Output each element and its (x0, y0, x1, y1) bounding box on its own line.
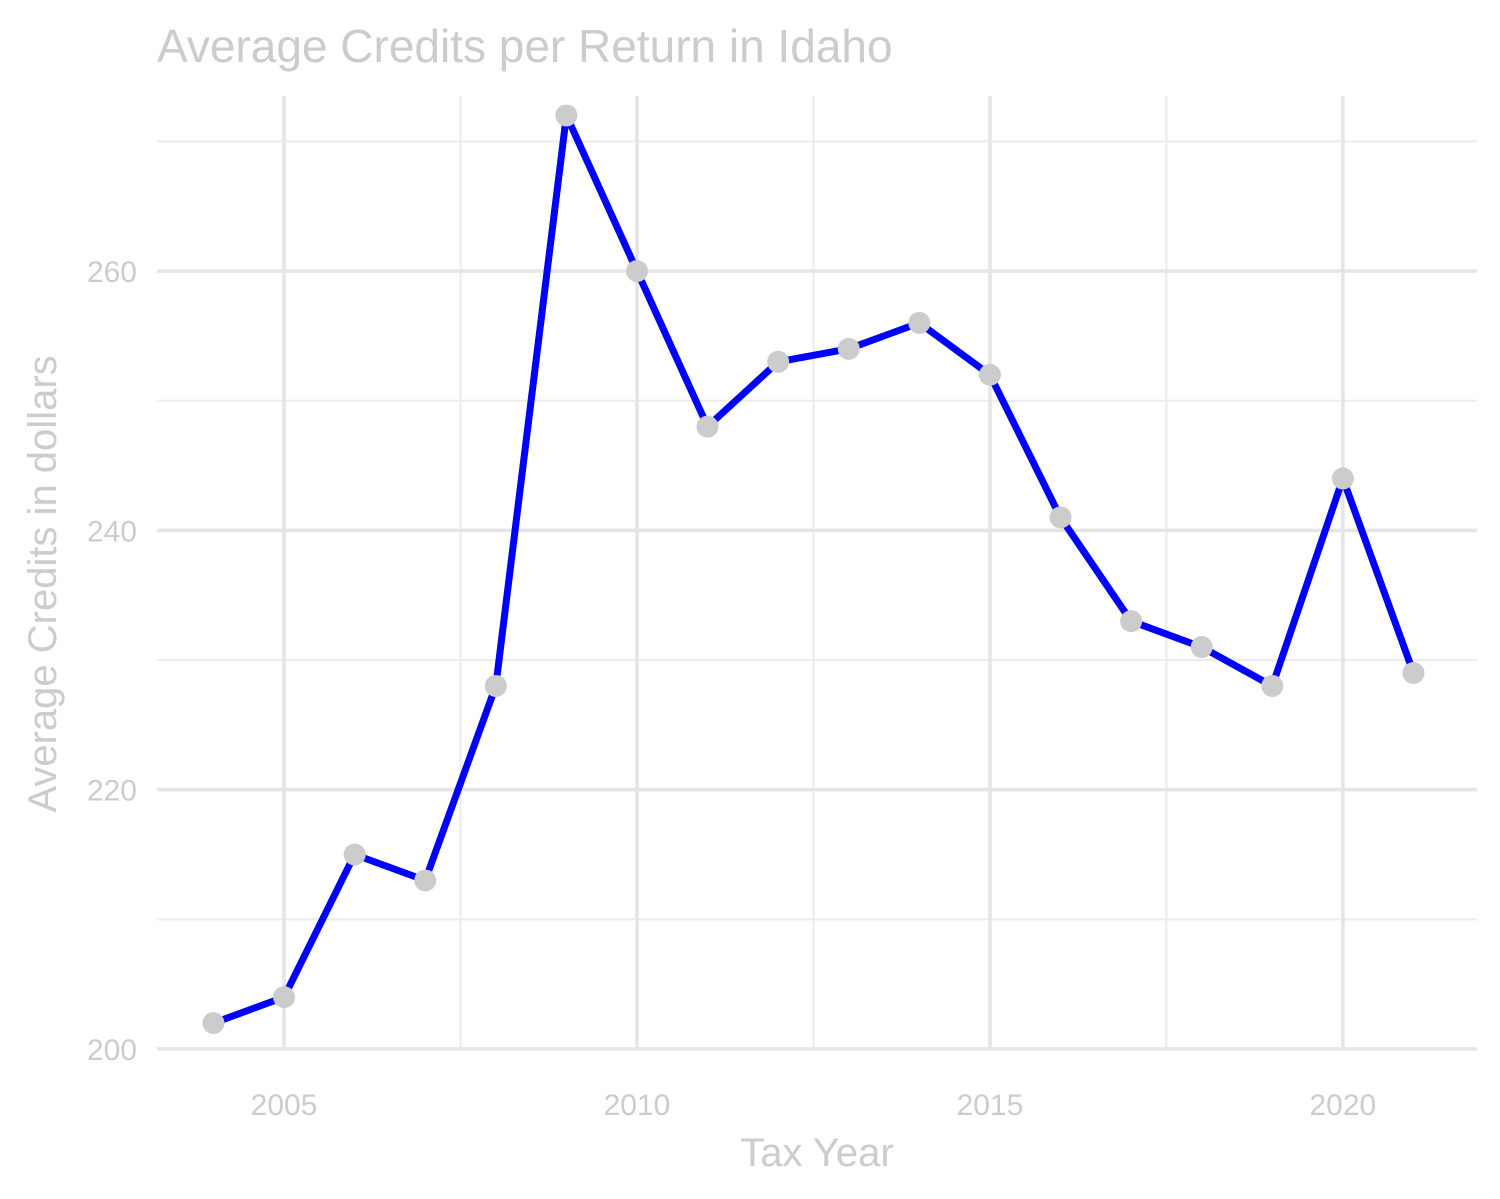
data-point (555, 104, 578, 127)
x-tick-label: 2010 (604, 1089, 671, 1122)
data-point (202, 1012, 225, 1035)
major-gridlines (157, 96, 1477, 1051)
data-points (202, 104, 1425, 1035)
series-line (210, 111, 1417, 1027)
data-point (908, 311, 931, 334)
data-point (414, 869, 437, 892)
y-tick-label: 200 (87, 1034, 137, 1067)
y-axis-title: Average Credits in dollars (21, 355, 65, 812)
data-point (837, 337, 860, 360)
data-point (1402, 661, 1425, 684)
data-point (1261, 674, 1284, 697)
y-tick-label: 240 (87, 515, 137, 548)
y-axis-ticks: 200 220 240 260 (87, 256, 137, 1067)
data-point (626, 260, 648, 283)
chart-title: Average Credits per Return in Idaho (157, 20, 893, 72)
series-group (210, 111, 1417, 1027)
data-point (273, 986, 296, 1009)
x-tick-label: 2015 (957, 1089, 1024, 1122)
y-tick-label: 220 (87, 775, 137, 808)
x-axis-title: Tax Year (740, 1131, 893, 1175)
minor-gridlines (157, 96, 1477, 1049)
x-axis-ticks: 2005 2010 2015 2020 (251, 1089, 1377, 1122)
data-point (1331, 467, 1354, 490)
x-tick-label: 2020 (1310, 1089, 1377, 1122)
data-point (1049, 506, 1072, 529)
data-point (978, 363, 1001, 386)
data-point (767, 350, 790, 373)
data-point (1190, 636, 1213, 659)
data-point (696, 415, 719, 438)
data-point (1120, 610, 1143, 633)
x-tick-label: 2005 (251, 1089, 318, 1122)
data-point (343, 843, 366, 866)
data-point (484, 674, 507, 697)
y-tick-label: 260 (87, 256, 137, 289)
